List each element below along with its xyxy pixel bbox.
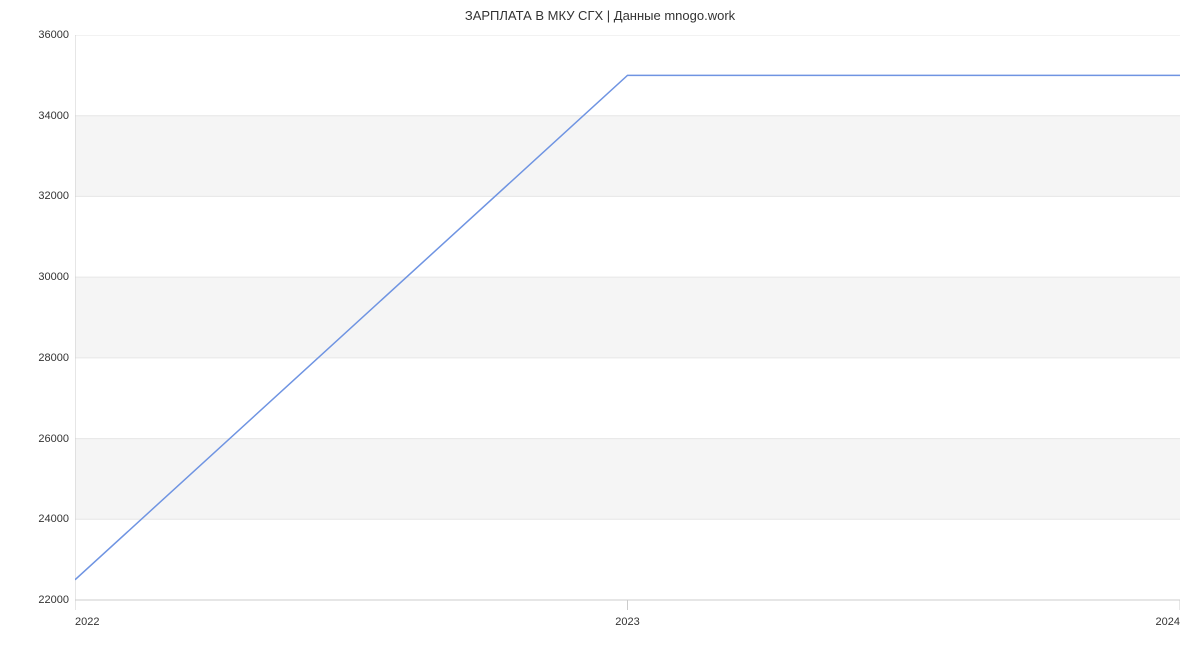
salary-line-chart: ЗАРПЛАТА В МКУ СГХ | Данные mnogo.work 2… bbox=[0, 0, 1200, 650]
plot-area: 2200024000260002800030000320003400036000… bbox=[75, 35, 1180, 600]
y-tick-label: 26000 bbox=[38, 433, 75, 445]
chart-title: ЗАРПЛАТА В МКУ СГХ | Данные mnogo.work bbox=[0, 8, 1200, 23]
x-tick-label: 2022 bbox=[75, 610, 99, 628]
y-tick-label: 36000 bbox=[38, 29, 75, 41]
y-tick-label: 24000 bbox=[38, 513, 75, 525]
y-tick-label: 22000 bbox=[38, 594, 75, 606]
y-tick-label: 30000 bbox=[38, 271, 75, 283]
x-tick-label: 2024 bbox=[1156, 610, 1180, 628]
y-tick-label: 28000 bbox=[38, 352, 75, 364]
chart-svg bbox=[75, 35, 1180, 612]
y-tick-label: 32000 bbox=[38, 190, 75, 202]
x-tick-label: 2023 bbox=[615, 610, 639, 628]
y-tick-label: 34000 bbox=[38, 110, 75, 122]
